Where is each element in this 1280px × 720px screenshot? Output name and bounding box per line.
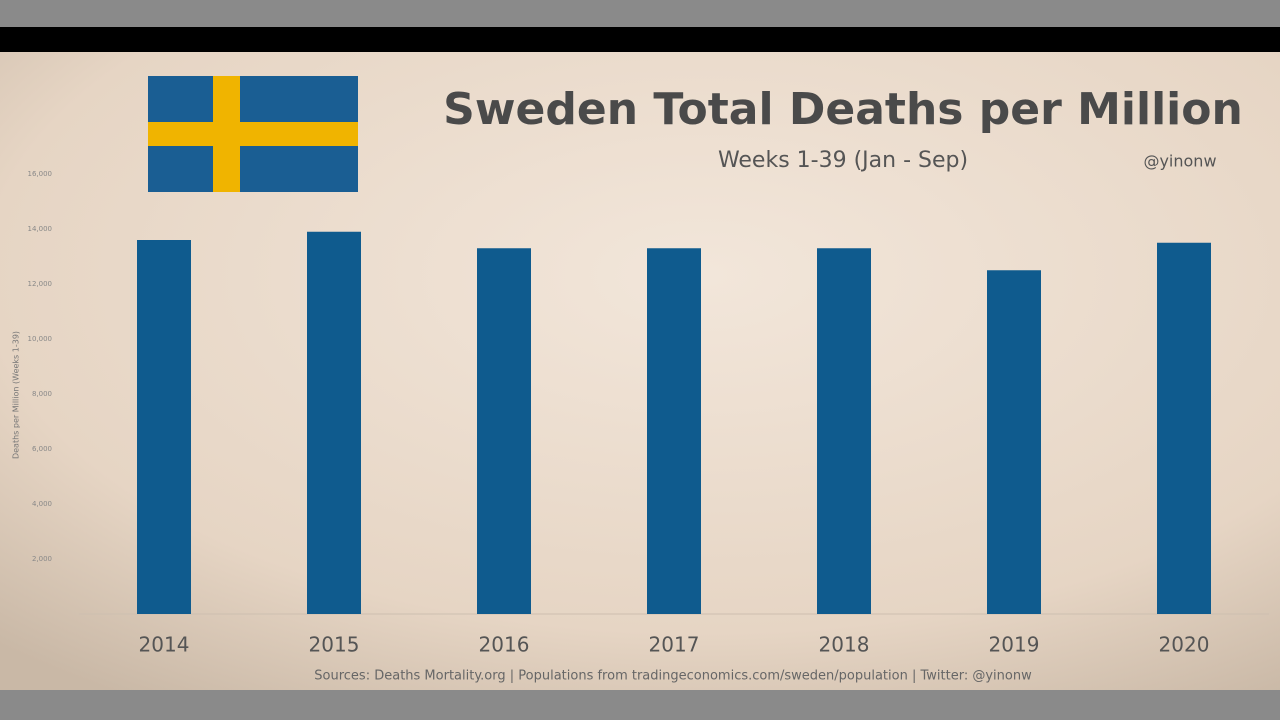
y-axis-label: Deaths per Million (Weeks 1-39) <box>12 331 21 459</box>
top-frame <box>0 0 1280 27</box>
x-tick-label: 2018 <box>819 633 870 657</box>
bar <box>477 248 531 614</box>
y-tick-label: 8,000 <box>32 390 52 398</box>
chart-title: Sweden Total Deaths per Million <box>443 84 1243 135</box>
y-tick-label: 10,000 <box>28 335 53 343</box>
flag <box>148 76 358 192</box>
y-tick-label: 12,000 <box>28 280 53 288</box>
black-band <box>0 27 1280 52</box>
bar <box>647 248 701 614</box>
bar <box>307 231 361 614</box>
x-tick-label: 2016 <box>479 633 530 657</box>
bar <box>1157 242 1211 614</box>
x-tick-label: 2015 <box>309 633 360 657</box>
bar <box>137 240 191 614</box>
x-tick-label: 2014 <box>139 633 190 657</box>
chart-subtitle: Weeks 1-39 (Jan - Sep) <box>718 148 968 173</box>
y-tick-label: 16,000 <box>28 170 53 178</box>
bottom-frame <box>0 690 1280 720</box>
y-tick-label: 2,000 <box>32 555 52 563</box>
bar <box>817 248 871 614</box>
flag-cross <box>148 122 358 146</box>
x-tick-label: 2020 <box>1159 633 1210 657</box>
bar <box>987 270 1041 614</box>
y-tick-label: 6,000 <box>32 445 52 453</box>
y-tick-label: 14,000 <box>28 225 53 233</box>
x-tick-label: 2017 <box>649 633 700 657</box>
credit: @yinonw <box>1143 152 1216 171</box>
x-tick-label: 2019 <box>989 633 1040 657</box>
y-tick-label: 4,000 <box>32 500 52 508</box>
source: Sources: Deaths Mortality.org | Populati… <box>314 669 1032 684</box>
